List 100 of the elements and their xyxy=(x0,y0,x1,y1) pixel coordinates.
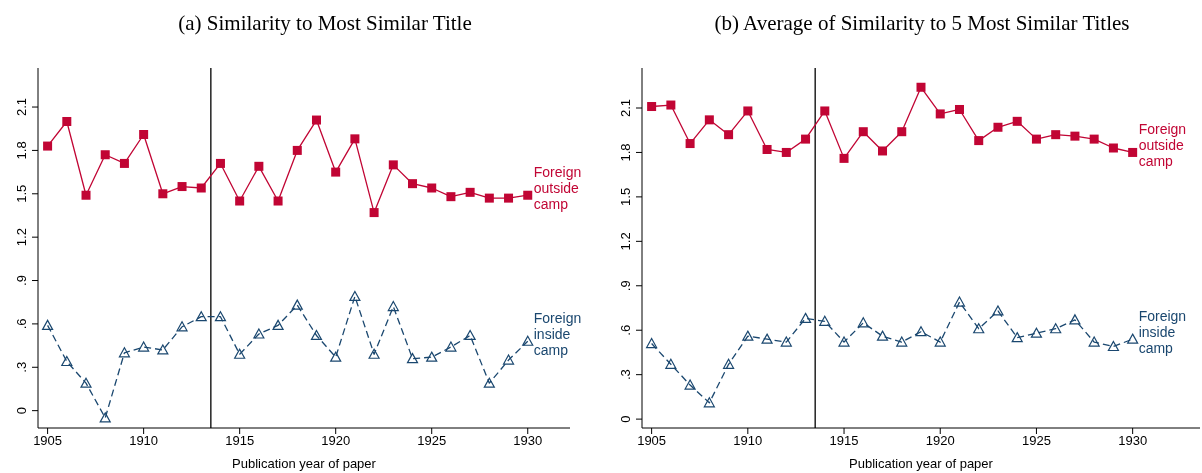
point xyxy=(523,190,533,200)
x-axis-title: Publication year of paper xyxy=(232,456,377,471)
y-tick-label: 0 xyxy=(14,407,29,415)
y-tick-label: 1.2 xyxy=(14,228,29,247)
x-tick-label: 1905 xyxy=(637,433,667,449)
x-tick-label: 1920 xyxy=(925,433,955,449)
point xyxy=(176,321,188,332)
point xyxy=(1030,327,1043,338)
point xyxy=(139,130,149,140)
x-tick-label: 1925 xyxy=(417,433,447,449)
point xyxy=(897,127,907,137)
point xyxy=(666,100,676,110)
point xyxy=(119,158,129,168)
point xyxy=(1051,130,1061,140)
series-label: Foreign outside camp xyxy=(1138,121,1187,170)
point xyxy=(272,319,284,330)
point xyxy=(761,333,773,344)
x-axis-title: Publication year of paper xyxy=(849,456,994,471)
point xyxy=(838,336,850,347)
x-tick-label: 1910 xyxy=(733,433,763,449)
point xyxy=(858,127,868,137)
y-tick-label: 0 xyxy=(618,415,633,423)
point xyxy=(215,158,225,168)
point xyxy=(724,130,734,140)
point xyxy=(291,299,303,310)
point xyxy=(1107,340,1120,352)
point xyxy=(1070,131,1080,141)
point xyxy=(743,106,753,116)
point xyxy=(445,341,457,352)
point xyxy=(368,348,380,359)
y-tick-label: 1.5 xyxy=(14,184,29,203)
point xyxy=(935,109,945,119)
point xyxy=(43,141,53,151)
chart-title: (b) Average of Similarity to 5 Most Similar Titles xyxy=(713,10,1131,37)
y-tick-label: 2.1 xyxy=(14,98,29,117)
point xyxy=(427,183,437,193)
point xyxy=(722,358,735,369)
point xyxy=(916,82,926,92)
point xyxy=(820,106,830,116)
point xyxy=(1089,134,1099,144)
point xyxy=(158,189,168,199)
x-tick-label: 1915 xyxy=(829,433,859,449)
point xyxy=(646,337,658,349)
point xyxy=(685,139,695,149)
y-tick-label: 1.2 xyxy=(618,232,633,251)
x-tick-label: 1905 xyxy=(33,433,63,449)
point xyxy=(1031,134,1041,144)
point xyxy=(934,336,946,347)
point xyxy=(311,115,321,125)
point xyxy=(504,193,514,203)
point xyxy=(1128,147,1138,157)
point xyxy=(254,161,264,171)
point xyxy=(81,190,91,200)
point xyxy=(310,329,323,341)
point xyxy=(1069,314,1081,325)
point xyxy=(388,160,398,170)
point xyxy=(647,102,657,112)
point xyxy=(1088,336,1100,347)
point xyxy=(99,412,111,423)
y-tick-label: 2.1 xyxy=(618,98,633,118)
point xyxy=(195,311,207,322)
y-tick-label: 1.5 xyxy=(618,187,633,206)
point xyxy=(234,348,246,359)
x-tick-label: 1930 xyxy=(1118,433,1148,449)
point xyxy=(464,329,476,341)
point xyxy=(1108,143,1118,153)
x-tick-label: 1925 xyxy=(1021,433,1051,449)
point xyxy=(704,115,714,125)
point xyxy=(446,192,456,202)
point xyxy=(974,136,984,146)
point xyxy=(253,328,265,339)
point xyxy=(781,147,791,157)
point xyxy=(953,296,966,307)
point xyxy=(878,146,888,156)
point xyxy=(876,330,889,341)
point xyxy=(742,330,754,341)
point xyxy=(408,179,418,189)
x-tick-label: 1930 xyxy=(513,433,543,449)
point xyxy=(138,341,150,352)
series-label: Foreign outside camp xyxy=(533,164,582,213)
y-tick-label: .6 xyxy=(14,318,29,330)
y-tick-label: .3 xyxy=(14,361,29,373)
x-tick-label: 1920 xyxy=(321,433,351,449)
point xyxy=(1012,116,1022,126)
y-tick-label: .6 xyxy=(618,324,633,336)
point xyxy=(330,351,342,362)
point xyxy=(426,351,438,362)
series-label: Foreign inside camp xyxy=(533,310,582,359)
point xyxy=(484,193,494,203)
point xyxy=(177,182,187,192)
point xyxy=(100,150,110,160)
point xyxy=(350,134,360,144)
point xyxy=(349,290,361,302)
point xyxy=(703,397,715,408)
point xyxy=(857,317,869,328)
chart-title: (a) Similarity to Most Similar Title xyxy=(177,10,473,37)
y-tick-label: .9 xyxy=(14,275,29,286)
y-tick-label: 1.8 xyxy=(618,143,633,162)
point xyxy=(896,336,908,347)
point xyxy=(369,208,379,218)
